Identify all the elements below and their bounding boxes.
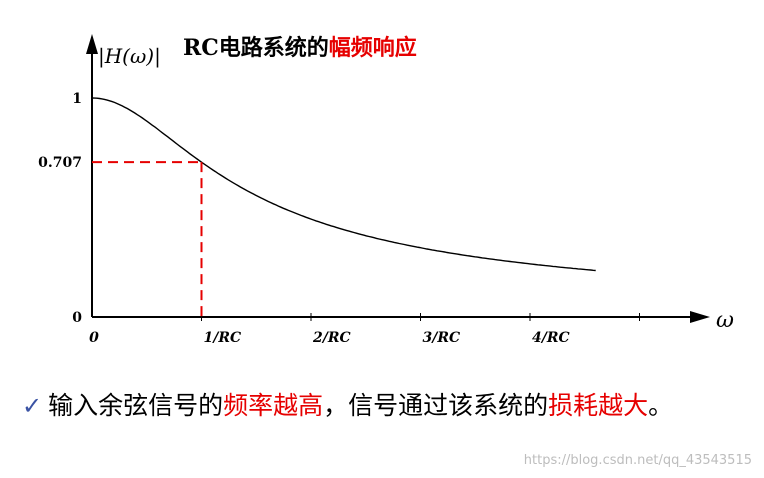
note-segment: 。 (648, 391, 674, 420)
conclusion-note: ✓ 输入余弦信号的频率越高，信号通过该系统的损耗越大。 (22, 384, 752, 428)
chart-title-highlight: 幅频响应 (328, 35, 417, 61)
note-segment: 输入余弦信号的 (48, 391, 224, 420)
x-tick-label: 2/RC (312, 330, 351, 346)
y-tick-label: 0 (72, 310, 82, 326)
chart-ticks: 1 0.707 00 1/RC 2/RC 3/RC 4/RC (38, 91, 640, 346)
chart-axes: |H(ω)| ω (86, 34, 734, 333)
y-axis-arrow (86, 34, 98, 54)
y-axis-label: |H(ω)| (98, 44, 161, 69)
x-tick-label: 1/RC (204, 330, 242, 346)
x-tick-label: 3/RC (423, 330, 461, 346)
y-tick-label: 0.707 (38, 155, 82, 171)
chart-title-prefix: RC电路系统的 (183, 35, 329, 61)
x-tick-label: 4/RC (532, 330, 570, 346)
response-curve (91, 97, 596, 272)
x-tick-label: 0 (89, 330, 99, 346)
note-segment: 频率越高 (223, 391, 324, 420)
y-tick-label: 1 (72, 91, 82, 107)
x-axis-arrow (690, 311, 710, 323)
note-text: 输入余弦信号的频率越高，信号通过该系统的损耗越大。 (48, 391, 673, 420)
note-segment: ，信号通过该系统的 (323, 391, 549, 420)
chart-title: RC电路系统的幅频响应 (183, 30, 417, 62)
check-icon: ✓ (22, 392, 43, 420)
watermark: https://blog.csdn.net/qq_43543515 (523, 453, 752, 468)
x-axis-label: ω (716, 308, 734, 333)
chart-marks (91, 97, 596, 317)
note-segment: 损耗越大 (548, 391, 649, 420)
